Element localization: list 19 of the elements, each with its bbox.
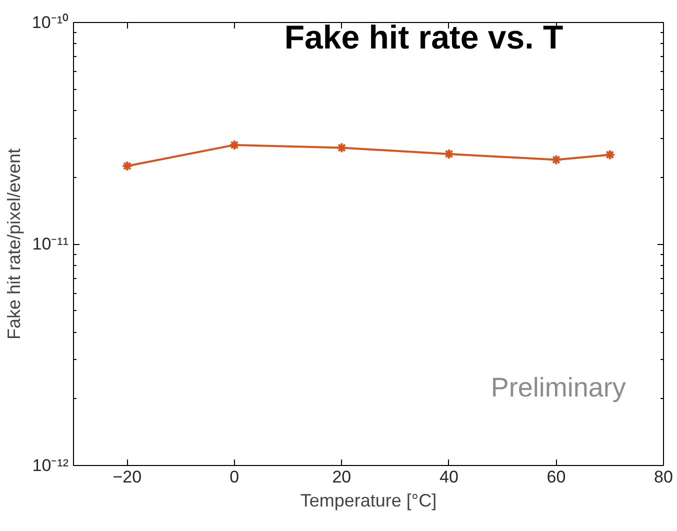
y-tick-label: 10⁻¹² (32, 456, 69, 475)
y-tick-label: 10⁻¹⁰ (32, 13, 69, 32)
x-tick-label: −20 (112, 468, 142, 486)
x-tick-label: 20 (332, 468, 352, 486)
annotation: Preliminary (490, 372, 626, 402)
chart-title: Fake hit rate vs. T (284, 18, 564, 56)
x-tick-label: 80 (654, 468, 673, 486)
point (443, 148, 454, 160)
y-axis-title: Fake hit rate/pixel/event (4, 148, 24, 340)
x-tick-label: 40 (440, 468, 458, 486)
point (228, 139, 240, 150)
point (336, 142, 348, 154)
x-axis-title: Temperature [°C] (300, 490, 437, 510)
x-tick-label: 60 (546, 468, 566, 486)
point (550, 154, 562, 166)
point (604, 149, 616, 160)
x-tick-label: 0 (230, 468, 240, 486)
y-tick-label: 10⁻¹¹ (32, 234, 69, 254)
point (122, 160, 133, 172)
